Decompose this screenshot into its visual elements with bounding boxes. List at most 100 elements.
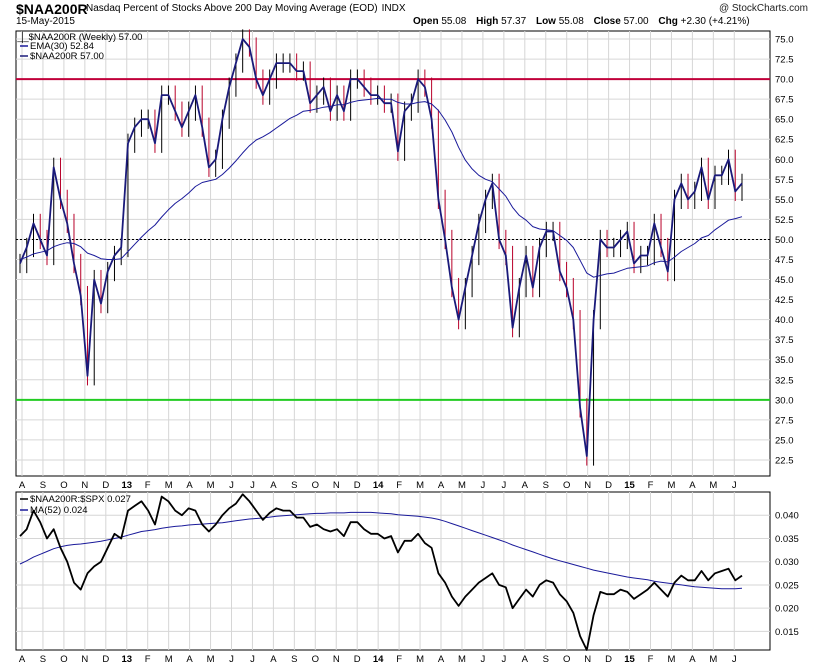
- price-x-tick-label: J: [250, 480, 255, 491]
- symbol-description: Nasdaq Percent of Stocks Above 200 Day M…: [86, 3, 406, 14]
- price-x-tick-label: M: [709, 480, 717, 491]
- price-x-tick-label: S: [291, 480, 297, 491]
- price-y-tick-label: 72.5: [775, 55, 794, 66]
- price-y-tick-label: 25.0: [775, 435, 794, 446]
- close-readout: Close 57.00: [593, 16, 649, 27]
- symbol-title: $NAA200R: [16, 1, 88, 17]
- price-y-tick-label: 22.5: [775, 455, 794, 466]
- price-y-tick-label: 30.0: [775, 395, 794, 406]
- ratio-x-tick-label: S: [40, 654, 46, 665]
- ratio-x-tick-label: J: [732, 654, 737, 665]
- chart-header: $NAA200R Nasdaq Percent of Stocks Above …: [0, 0, 820, 30]
- price-x-tick-label: O: [563, 480, 570, 491]
- ratio-x-tick-label: D: [102, 654, 109, 665]
- price-x-tick-label: 13: [121, 480, 132, 491]
- price-x-tick-label: D: [605, 480, 612, 491]
- ratio-ma52-line: [19, 511, 743, 590]
- ratio-x-tick-label: D: [605, 654, 612, 665]
- price-legend-title: ̲│̲ $NAA200R (Weekly) 57.00: [17, 31, 142, 43]
- price-y-tick-label: 45.0: [775, 275, 794, 286]
- naa200r-price-line: [19, 38, 743, 457]
- ratio-x-tick-label: J: [250, 654, 255, 665]
- ratio-x-tick-label: M: [416, 654, 424, 665]
- price-x-tick-label: M: [207, 480, 215, 491]
- ratio-x-tick-label: D: [354, 654, 361, 665]
- ratio-panel-frame: [15, 491, 771, 651]
- price-x-tick-label: S: [543, 480, 549, 491]
- ratio-x-tick-label: A: [522, 654, 529, 665]
- ohlc-readout: Open 55.08 High 57.37 Low 55.08 Close 57…: [413, 16, 757, 27]
- price-y-tick-label: 57.5: [775, 175, 794, 186]
- ratio-x-tick-label: M: [458, 654, 466, 665]
- ratio-x-tick-label: M: [709, 654, 717, 665]
- ratio-x-tick-label: N: [81, 654, 88, 665]
- ratio-x-tick-label: J: [229, 654, 234, 665]
- high-readout: High 57.37: [476, 16, 527, 27]
- description-text: Nasdaq Percent of Stocks Above 200 Day M…: [86, 3, 378, 14]
- price-x-tick-label: 15: [624, 480, 635, 491]
- price-y-tick-label: 42.5: [775, 295, 794, 306]
- ratio-x-tick-label: O: [60, 654, 67, 665]
- ratio-x-tick-label: 15: [624, 654, 635, 665]
- price-x-tick-label: O: [60, 480, 67, 491]
- ratio-x-tick-label: A: [270, 654, 277, 665]
- price-x-tick-label: A: [438, 480, 445, 491]
- price-y-tick-label: 62.5: [775, 135, 794, 146]
- price-x-tick-label: J: [501, 480, 506, 491]
- price-x-tick-label: N: [81, 480, 88, 491]
- ratio-x-tick-label: M: [667, 654, 675, 665]
- price-x-tick-label: D: [102, 480, 109, 491]
- price-y-tick-label: 75.0: [775, 35, 794, 46]
- price-x-tick-label: A: [689, 480, 696, 491]
- credit-label: @ StockCharts.com: [718, 3, 808, 14]
- price-x-tick-label: J: [481, 480, 486, 491]
- open-readout: Open 55.08: [413, 16, 467, 27]
- ratio-x-tick-label: S: [291, 654, 297, 665]
- ratio-y-tick-label: 0.040: [775, 511, 799, 522]
- price-y-tick-label: 65.0: [775, 115, 794, 126]
- ratio-x-tick-label: O: [312, 654, 319, 665]
- ratio-y-tick-label: 0.035: [775, 534, 799, 545]
- price-x-tick-label: 14: [373, 480, 384, 491]
- price-x-tick-label: A: [522, 480, 529, 491]
- ratio-legend-title: $NAA200R:$SPX 0.027: [30, 494, 131, 505]
- price-x-tick-label: A: [19, 480, 26, 491]
- ratio-x-tick-label: O: [563, 654, 570, 665]
- price-x-tick-label: N: [584, 480, 591, 491]
- price-x-tick-label: S: [40, 480, 46, 491]
- price-x-tick-label: F: [396, 480, 402, 491]
- ratio-x-tick-label: M: [207, 654, 215, 665]
- ratio-x-tick-label: M: [165, 654, 173, 665]
- ratio-x-tick-label: A: [438, 654, 445, 665]
- ratio-x-tick-label: 13: [121, 654, 132, 665]
- ratio-x-tick-label: N: [333, 654, 340, 665]
- ratio-y-tick-label: 0.030: [775, 557, 799, 568]
- price-x-tick-label: M: [667, 480, 675, 491]
- ratio-x-tick-label: F: [396, 654, 402, 665]
- exchange-label: INDX: [381, 3, 406, 14]
- ratio-y-tick-label: 0.015: [775, 627, 799, 638]
- ratio-x-tick-label: A: [689, 654, 696, 665]
- ratio-y-tick-label: 0.020: [775, 604, 799, 615]
- ratio-line: [19, 493, 743, 651]
- ratio-x-tick-label: A: [186, 654, 193, 665]
- price-x-tick-label: M: [165, 480, 173, 491]
- price-x-tick-label: M: [416, 480, 424, 491]
- price-x-tick-label: J: [229, 480, 234, 491]
- ratio-x-tick-label: S: [543, 654, 549, 665]
- price-x-tick-label: F: [648, 480, 654, 491]
- price-x-tick-label: M: [458, 480, 466, 491]
- ratio-x-tick-label: N: [584, 654, 591, 665]
- ratio-x-tick-label: 14: [373, 654, 384, 665]
- ratio-x-tick-label: F: [648, 654, 654, 665]
- ema-legend-label: EMA(30) 52.84: [30, 41, 94, 52]
- price-panel-frame: [15, 30, 771, 477]
- price-y-tick-label: 47.5: [775, 255, 794, 266]
- price-legend-label: $NAA200R 57.00: [30, 51, 104, 62]
- ratio-x-tick-label: F: [145, 654, 151, 665]
- change-readout: Chg +2.30 (+4.21%): [658, 16, 750, 27]
- price-y-tick-label: 52.5: [775, 215, 794, 226]
